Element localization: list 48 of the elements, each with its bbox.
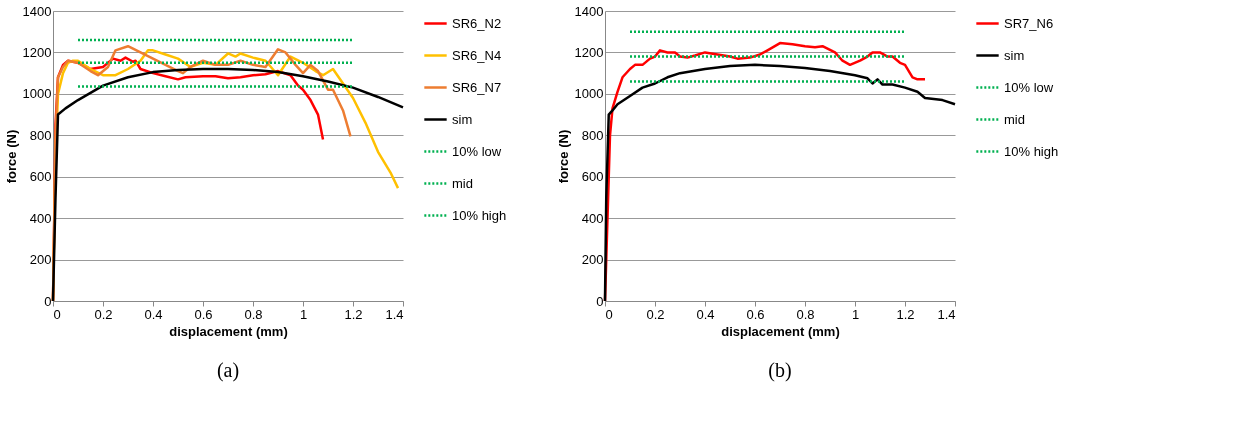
x-tick-label: 1: [851, 306, 860, 322]
x-tick-label: 0.2: [94, 306, 113, 322]
text: (b): [768, 359, 792, 382]
x-axis-title: displacement (mm): [721, 323, 840, 339]
y-tick-label: 1200: [22, 44, 52, 60]
legend-label: SR6_N7: [452, 79, 502, 95]
x-tick-label: 0.2: [646, 306, 665, 322]
x-tick-label: 1.2: [896, 306, 915, 322]
legend-label: mid: [1004, 111, 1025, 127]
y-tick-label: 1000: [22, 86, 52, 102]
y-tick-label: 600: [29, 169, 52, 185]
legend-label: SR7_N6: [1004, 15, 1054, 31]
y-tick-label: 1200: [574, 44, 604, 60]
x-tick-label: 0.8: [244, 306, 263, 322]
text: (a): [216, 359, 240, 382]
y-tick-label: 1400: [574, 3, 604, 19]
x-axis-title: displacement (mm): [169, 323, 288, 339]
legend-label: 10% high: [452, 207, 507, 223]
legend-label: 10% high: [1004, 143, 1059, 159]
legend-label: sim: [452, 111, 473, 127]
x-tick-label: 0.6: [746, 306, 765, 322]
legend-label: sim: [1004, 47, 1025, 63]
y-axis-title: force (N): [555, 129, 571, 184]
x-tick-label: 0.8: [796, 306, 815, 322]
x-tick-label: 1.2: [344, 306, 363, 322]
x-tick-label: 1.4: [937, 306, 956, 322]
legend-label: 10% low: [452, 143, 502, 159]
y-tick-label: 600: [581, 169, 604, 185]
y-tick-label: 1400: [22, 3, 52, 19]
legend-label: mid: [452, 175, 473, 191]
legend-label: 10% low: [1004, 79, 1054, 95]
y-tick-label: 200: [29, 252, 52, 268]
legend-label: SR6_N2: [452, 15, 502, 31]
y-tick-label: 400: [29, 210, 52, 226]
x-tick-label: 0.6: [194, 306, 213, 322]
y-axis-title: force (N): [3, 129, 19, 184]
x-tick-label: 1.4: [385, 306, 404, 322]
y-tick-label: 1000: [574, 86, 604, 102]
y-tick-label: 800: [581, 127, 604, 143]
y-tick-label: 800: [29, 127, 52, 143]
legend-label: SR6_N4: [452, 47, 502, 63]
x-tick-label: 0.4: [696, 306, 715, 322]
y-tick-label: 400: [581, 210, 604, 226]
y-tick-label: 0: [596, 293, 604, 309]
x-tick-label: 0.4: [144, 306, 163, 322]
y-tick-label: 0: [44, 293, 52, 309]
y-tick-label: 200: [581, 252, 604, 268]
x-tick-label: 1: [299, 306, 308, 322]
